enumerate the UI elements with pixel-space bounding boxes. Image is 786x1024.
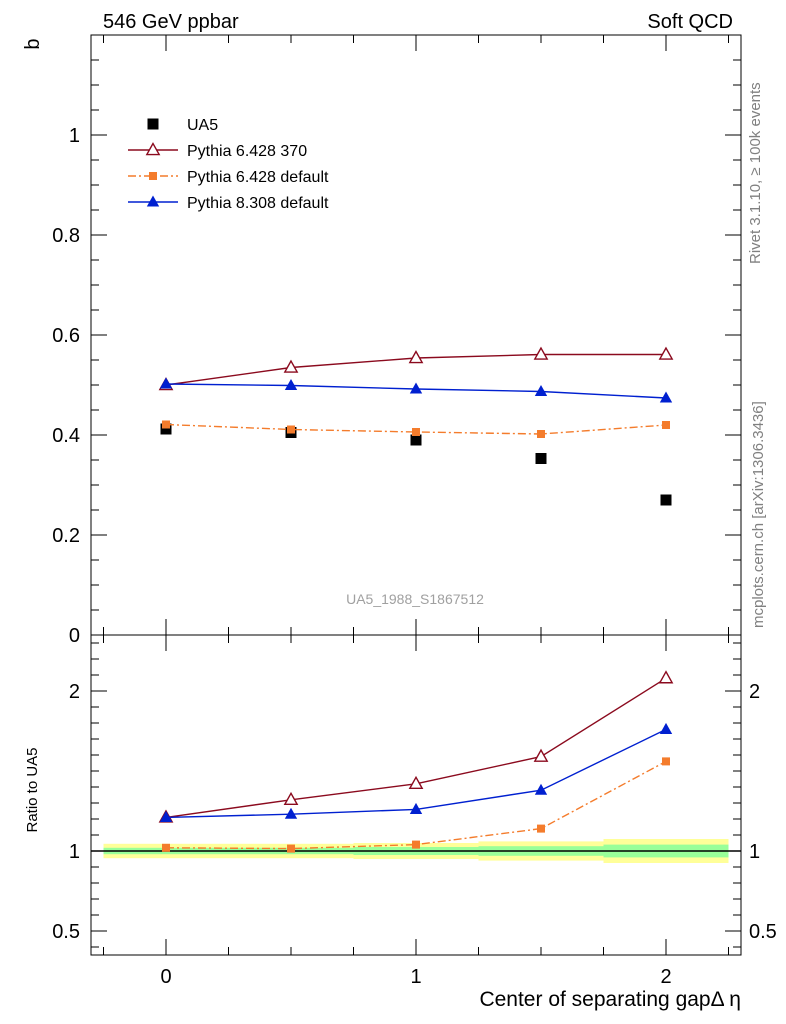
legend-marker-py8_default: [146, 195, 160, 207]
y-tick-label: 1: [69, 125, 80, 147]
data-point-py6_370: [533, 346, 549, 360]
main-ylabel: b: [22, 38, 44, 49]
legend-marker-py6_default: [149, 172, 157, 180]
data-point-py8_default: [534, 385, 548, 397]
legend-label-py6_default: Pythia 6.428 default: [187, 169, 329, 186]
data-point-py8_default: [659, 722, 673, 734]
legend-label-py6_370: Pythia 6.428 370: [187, 143, 307, 160]
data-point-py6_default: [537, 824, 545, 833]
header-right: Soft QCD: [647, 11, 733, 33]
data-point-py6_370: [658, 346, 674, 360]
data-point-py6_default: [412, 428, 420, 436]
ratio-frame: [90, 634, 742, 956]
y-tick-label: 0: [69, 625, 80, 647]
series-line-py6_370: [165, 677, 667, 819]
x-tick-label: 2: [660, 966, 671, 988]
y-tick-label: 0.6: [52, 325, 80, 347]
data-point-py6_370: [408, 775, 424, 790]
series-line-py6_default: [165, 423, 667, 435]
data-point-py6_370: [283, 791, 299, 806]
ratio-y-tick-label-right: 1: [749, 841, 760, 863]
data-point-py8_default: [159, 810, 173, 822]
data-point-UA5: [160, 423, 172, 435]
data-point-py6_default: [287, 844, 295, 853]
rivet-label: Rivet 3.1.10, ≥ 100k events: [747, 82, 764, 264]
header-left: 546 GeV ppbar: [103, 11, 239, 33]
x-tick-label: 1: [410, 966, 421, 988]
data-point-py6_default: [287, 425, 295, 434]
y-tick-label: 0.4: [52, 425, 80, 447]
ratio-y-tick-label-right: 2: [749, 681, 760, 703]
data-point-py8_default: [409, 382, 423, 394]
data-point-py6_default: [662, 757, 670, 766]
x-axis-label: Center of separating gapΔ η: [479, 988, 741, 1011]
legend-marker-py6_370: [145, 142, 161, 156]
data-point-py6_default: [412, 840, 420, 849]
data-point-py8_default: [534, 783, 548, 795]
data-point-py8_default: [159, 377, 173, 389]
data-point-py8_default: [409, 802, 423, 814]
ratio-y-tick-label: 2: [69, 681, 80, 703]
data-point-py8_default: [659, 391, 673, 403]
data-point-UA5: [535, 453, 547, 464]
y-tick-label: 0.2: [52, 525, 80, 547]
data-point-py6_default: [662, 421, 670, 429]
data-point-py6_370: [533, 748, 549, 762]
ratio-y-tick-label-right: 0.5: [749, 921, 777, 943]
data-point-py6_default: [162, 420, 170, 429]
legend-marker-UA5: [147, 118, 159, 130]
y-tick-label: 0.8: [52, 225, 80, 247]
series-line-py6_default: [165, 760, 667, 850]
main-panel: 0 0.2 0.4 0.6 0.8 1: [52, 34, 742, 647]
data-point-UA5: [410, 434, 422, 446]
data-point-py6_default: [162, 843, 170, 852]
data-point-py8_default: [284, 379, 298, 391]
ratio-panel: 0 1 2 0.5 0.5 1 1 2 2: [52, 634, 777, 988]
ratio-ylabel: Ratio to UA5: [24, 747, 41, 832]
legend-label-UA5: UA5: [187, 117, 218, 134]
data-point-py6_370: [658, 670, 674, 684]
ratio-y-tick-label: 1: [69, 841, 80, 863]
analysis-watermark: UA5_1988_S1867512: [346, 591, 484, 607]
mcplots-label: mcplots.cern.ch [arXiv:1306.3436]: [750, 401, 767, 628]
legend: UA5 Pythia 6.428 370 Pythia 6.428 default P…: [128, 117, 329, 212]
legend-label-py8_default: Pythia 8.308 default: [187, 195, 329, 212]
x-tick-label: 0: [160, 966, 171, 988]
ratio-y-tick-label: 0.5: [52, 921, 80, 943]
data-point-py6_370: [408, 350, 424, 364]
data-point-py8_default: [284, 807, 298, 819]
data-point-py6_default: [537, 430, 545, 438]
data-point-py6_370: [283, 359, 299, 373]
data-point-UA5: [660, 494, 672, 506]
